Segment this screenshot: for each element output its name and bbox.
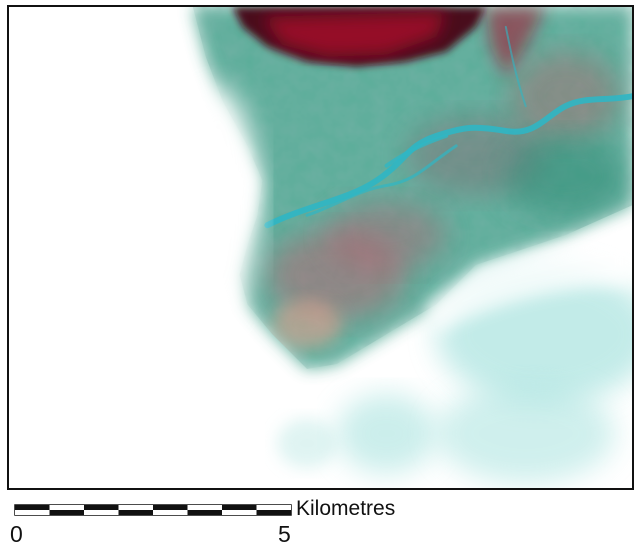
scale-segment-bottom bbox=[187, 510, 222, 515]
scale-tick-label-start: 0 bbox=[10, 521, 23, 547]
scale-segment-bottom bbox=[222, 510, 257, 515]
scale-unit-label: Kilometres bbox=[296, 497, 396, 520]
satellite-map[interactable] bbox=[7, 5, 634, 490]
scale-segment-bottom bbox=[15, 510, 50, 515]
dense-vegetation-area bbox=[232, 7, 546, 77]
scale-segment-bottom bbox=[256, 510, 291, 515]
scale-segment-top bbox=[15, 505, 50, 510]
scale-bar bbox=[14, 503, 294, 547]
scale-segment-top bbox=[256, 505, 291, 510]
scale-segment-top bbox=[118, 505, 153, 510]
scale-segment-top bbox=[49, 505, 84, 510]
scale-segment-bottom bbox=[153, 510, 188, 515]
scale-segment-bottom bbox=[49, 510, 84, 515]
scale-tick-label-end: 5 bbox=[278, 521, 291, 547]
scale-segment-top bbox=[84, 505, 119, 510]
scale-segment-top bbox=[222, 505, 257, 510]
scale-segment-top bbox=[187, 505, 222, 510]
river bbox=[264, 25, 632, 229]
scale-segment-bottom bbox=[118, 510, 153, 515]
scale-segment-top bbox=[153, 505, 188, 510]
scale-segment-bottom bbox=[84, 510, 119, 515]
scale-bar-graphic bbox=[14, 504, 292, 516]
haze-cloud-cover bbox=[177, 86, 632, 484]
satellite-image bbox=[9, 7, 632, 488]
